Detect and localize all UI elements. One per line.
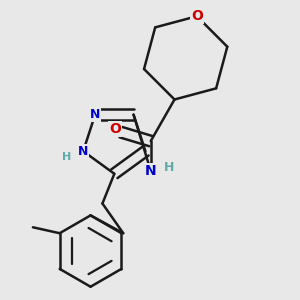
Text: N: N xyxy=(145,164,157,178)
Text: N: N xyxy=(78,145,88,158)
Text: H: H xyxy=(164,161,174,174)
Text: O: O xyxy=(109,122,121,136)
Text: O: O xyxy=(191,9,203,23)
Text: H: H xyxy=(62,152,71,162)
Text: N: N xyxy=(90,108,100,121)
